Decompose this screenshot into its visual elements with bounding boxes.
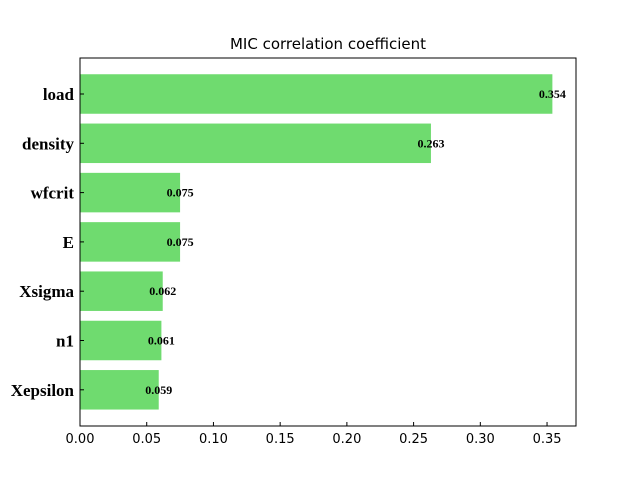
value-label-load: 0.354	[539, 87, 566, 101]
bar-Xsigma	[80, 271, 163, 311]
category-label-n1: n1	[56, 332, 74, 351]
x-tick-label-5: 0.25	[399, 432, 428, 447]
value-label-E: 0.075	[167, 235, 194, 249]
y-axis: load density wfcrit E Xsigma n1 Xepsilon	[11, 85, 84, 400]
value-label-n1: 0.061	[148, 334, 175, 348]
chart-title: MIC correlation coefficient	[230, 35, 426, 53]
category-label-wfcrit: wfcrit	[31, 184, 75, 203]
bar-load	[80, 74, 553, 114]
category-label-Xsigma: Xsigma	[19, 282, 74, 301]
bars-group	[80, 74, 553, 410]
bar-density	[80, 123, 431, 164]
x-tick-label-7: 0.35	[533, 432, 562, 447]
plot-frame	[79, 57, 577, 427]
bar-wfcrit	[80, 172, 181, 213]
value-labels-group: 0.354 0.263 0.075 0.075 0.062 0.061 0.059	[145, 87, 566, 397]
bar-E	[80, 222, 181, 262]
x-tick-label-0: 0.00	[66, 432, 95, 447]
x-tick-label-2: 0.10	[199, 432, 228, 447]
value-label-Xepsilon: 0.059	[145, 383, 172, 397]
value-label-Xsigma: 0.062	[149, 284, 176, 298]
value-label-wfcrit: 0.075	[167, 186, 194, 200]
category-label-density: density	[22, 134, 74, 153]
value-label-density: 0.263	[417, 136, 444, 150]
x-tick-label-6: 0.30	[466, 432, 495, 447]
bar-n1	[80, 320, 162, 361]
x-tick-label-1: 0.05	[132, 432, 161, 447]
category-label-load: load	[43, 85, 75, 104]
x-tick-label-4: 0.20	[332, 432, 361, 447]
x-axis: 0.00 0.05 0.10 0.15 0.20 0.25 0.30 0.35	[66, 422, 562, 447]
x-tick-label-3: 0.15	[266, 432, 295, 447]
category-label-Xepsilon: Xepsilon	[11, 381, 75, 400]
category-label-E: E	[63, 233, 74, 252]
bar-Xepsilon	[80, 370, 159, 410]
